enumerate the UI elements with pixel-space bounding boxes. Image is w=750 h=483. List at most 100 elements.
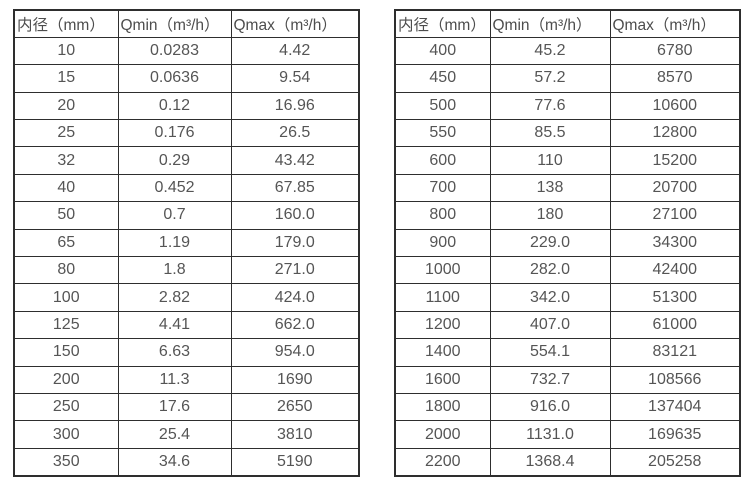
column-header: 内径（mm） — [13, 9, 119, 38]
table-cell: 1000 — [394, 256, 491, 285]
table-header: 内径（mm） Qmin（m³/h） Qmax（m³/h） — [394, 9, 741, 38]
table-cell: 450 — [394, 64, 491, 93]
table-cell: 732.7 — [489, 365, 611, 394]
table-row: 250 17.6 2650 — [13, 392, 360, 422]
table-cell: 800 — [394, 201, 491, 230]
table-cell: 0.7 — [117, 201, 232, 230]
table-row: 125 4.41 662.0 — [13, 310, 360, 340]
flow-table-small-diameters: 内径（mm） Qmin（m³/h） Qmax（m³/h） 10 0.0283 4.42 1… — [13, 9, 360, 477]
table-cell: 15 — [13, 64, 119, 93]
column-header: 内径（mm） — [394, 9, 491, 38]
table-cell: 160.0 — [230, 201, 360, 230]
table-row: 150 6.63 954.0 — [13, 338, 360, 367]
table-row: 900 229.0 34300 — [394, 228, 741, 258]
table-cell: 4.41 — [117, 310, 232, 340]
table-row: 400 45.2 6780 — [394, 36, 741, 66]
table-cell: 125 — [13, 310, 119, 340]
table-cell: 4.42 — [230, 36, 360, 66]
table-cell: 57.2 — [489, 64, 611, 93]
table-cell: 83121 — [609, 338, 741, 367]
table-cell: 45.2 — [489, 36, 611, 66]
table-cell: 205258 — [609, 447, 741, 477]
table-cell: 20700 — [609, 173, 741, 203]
table-cell: 27100 — [609, 201, 741, 230]
table-cell: 2.82 — [117, 283, 232, 312]
table-cell: 138 — [489, 173, 611, 203]
table-cell: 300 — [13, 420, 119, 449]
table-cell: 2650 — [230, 392, 360, 422]
table-row: 350 34.6 5190 — [13, 447, 360, 477]
table-cell: 65 — [13, 228, 119, 258]
table-cell: 916.0 — [489, 392, 611, 422]
table-cell: 15200 — [609, 146, 741, 175]
table-cell: 271.0 — [230, 256, 360, 285]
table-cell: 25.4 — [117, 420, 232, 449]
table-row: 300 25.4 3810 — [13, 420, 360, 449]
table-cell: 169635 — [609, 420, 741, 449]
table-row: 32 0.29 43.42 — [13, 146, 360, 175]
table-cell: 1200 — [394, 310, 491, 340]
table-cell: 179.0 — [230, 228, 360, 258]
table-cell: 77.6 — [489, 91, 611, 121]
table-row: 50 0.7 160.0 — [13, 201, 360, 230]
table-body: 400 45.2 6780 450 57.2 8570 500 77.6 10600 550 85.… — [394, 36, 741, 477]
table-row: 40 0.452 67.85 — [13, 173, 360, 203]
table-header: 内径（mm） Qmin（m³/h） Qmax（m³/h） — [13, 9, 360, 38]
table-row: 2000 1131.0 169635 — [394, 420, 741, 449]
table-cell: 9.54 — [230, 64, 360, 93]
table-cell: 0.176 — [117, 119, 232, 148]
table-cell: 1.19 — [117, 228, 232, 258]
table-cell: 6780 — [609, 36, 741, 66]
table-cell: 407.0 — [489, 310, 611, 340]
header-row: 内径（mm） Qmin（m³/h） Qmax（m³/h） — [13, 9, 360, 38]
table-cell: 42400 — [609, 256, 741, 285]
table-row: 1800 916.0 137404 — [394, 392, 741, 422]
table-cell: 1100 — [394, 283, 491, 312]
table-cell: 3810 — [230, 420, 360, 449]
table-cell: 34300 — [609, 228, 741, 258]
table-row: 20 0.12 16.96 — [13, 91, 360, 121]
table-cell: 0.0283 — [117, 36, 232, 66]
table-cell: 40 — [13, 173, 119, 203]
table-cell: 2200 — [394, 447, 491, 477]
column-header: Qmin（m³/h） — [117, 9, 232, 38]
table-cell: 80 — [13, 256, 119, 285]
table-cell: 5190 — [230, 447, 360, 477]
table-row: 500 77.6 10600 — [394, 91, 741, 121]
table-cell: 282.0 — [489, 256, 611, 285]
table-cell: 0.12 — [117, 91, 232, 121]
table-cell: 100 — [13, 283, 119, 312]
table-cell: 34.6 — [117, 447, 232, 477]
table-cell: 16.96 — [230, 91, 360, 121]
table-cell: 6.63 — [117, 338, 232, 367]
table-cell: 424.0 — [230, 283, 360, 312]
column-header: Qmin（m³/h） — [489, 9, 611, 38]
table-row: 450 57.2 8570 — [394, 64, 741, 93]
table-cell: 662.0 — [230, 310, 360, 340]
table-row: 200 11.3 1690 — [13, 365, 360, 394]
table-cell: 0.0636 — [117, 64, 232, 93]
table-row: 2200 1368.4 205258 — [394, 447, 741, 477]
table-cell: 180 — [489, 201, 611, 230]
table-cell: 554.1 — [489, 338, 611, 367]
column-header: Qmax（m³/h） — [230, 9, 360, 38]
table-cell: 11.3 — [117, 365, 232, 394]
table-cell: 1690 — [230, 365, 360, 394]
table-cell: 51300 — [609, 283, 741, 312]
table-cell: 0.29 — [117, 146, 232, 175]
table-cell: 600 — [394, 146, 491, 175]
table-cell: 108566 — [609, 365, 741, 394]
table-cell: 26.5 — [230, 119, 360, 148]
table-row: 1100 342.0 51300 — [394, 283, 741, 312]
table-cell: 137404 — [609, 392, 741, 422]
table-row: 100 2.82 424.0 — [13, 283, 360, 312]
table-cell: 229.0 — [489, 228, 611, 258]
table-row: 65 1.19 179.0 — [13, 228, 360, 258]
table-cell: 150 — [13, 338, 119, 367]
table-cell: 110 — [489, 146, 611, 175]
table-cell: 2000 — [394, 420, 491, 449]
table-cell: 400 — [394, 36, 491, 66]
table-row: 700 138 20700 — [394, 173, 741, 203]
table-cell: 43.42 — [230, 146, 360, 175]
table-cell: 10 — [13, 36, 119, 66]
